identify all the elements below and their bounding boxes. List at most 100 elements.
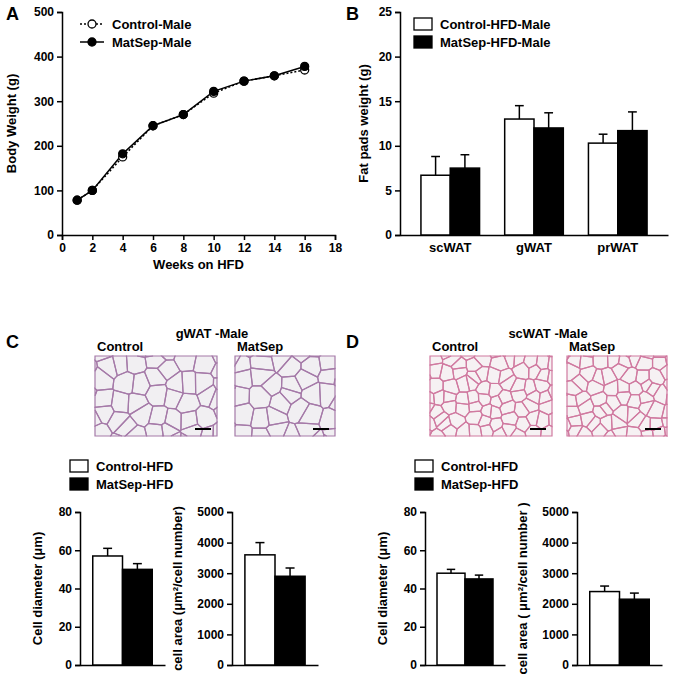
micrograph-cell: [95, 367, 114, 391]
error-stem: [259, 543, 261, 555]
micrograph-cell: [441, 424, 457, 436]
bar: [534, 128, 563, 235]
tick: 4000: [542, 536, 577, 550]
legend: Control-MaleMatSep-Male: [80, 17, 191, 50]
axis: 020406080: [59, 505, 81, 672]
micrograph-cell: [443, 379, 459, 395]
legend-label: Control-HFD: [96, 459, 173, 474]
bar: [590, 592, 620, 665]
tick: 16: [298, 235, 312, 255]
tick-label: 4000: [197, 536, 224, 550]
tick-label: 14: [268, 241, 282, 255]
tick-mark: [227, 634, 232, 636]
error-cap: [515, 105, 524, 107]
tick: 3000: [542, 567, 577, 581]
micrograph-cell: [606, 395, 621, 411]
bar: [93, 556, 123, 665]
tick-label: 60: [59, 544, 73, 558]
legend-item: MatSep-Male: [80, 35, 191, 50]
bar: [618, 131, 647, 235]
image-label: MatSep: [237, 339, 283, 354]
tick-label: 20: [59, 620, 73, 634]
micrograph-cell: [525, 425, 541, 436]
error-stem: [289, 568, 291, 576]
micrograph-background: [430, 356, 552, 436]
tick-mark: [75, 512, 80, 514]
panel-label: D: [346, 332, 359, 352]
micrograph-cell: [523, 356, 537, 368]
tick-mark: [227, 604, 232, 606]
micrograph-cell: [235, 425, 252, 436]
tick-label: 0: [59, 241, 66, 255]
series-line: [77, 70, 305, 200]
error-bar: [515, 106, 524, 119]
tick: 14: [268, 235, 282, 255]
y-axis-title: cell area ( μm²/cell number ): [515, 503, 530, 675]
legend-label: Control-HFD-Male: [440, 17, 551, 32]
micrograph-cell: [95, 406, 114, 425]
tick: 5: [385, 184, 400, 198]
micrograph-cell: [641, 429, 653, 436]
legend-swatch: [70, 478, 88, 490]
micrograph-cell: [266, 422, 289, 436]
error-bar: [461, 155, 470, 168]
bar: [450, 168, 479, 235]
point: [119, 150, 127, 158]
y-axis-title: Fat pads weight (g): [356, 64, 371, 182]
micrograph-cell: [617, 379, 629, 392]
legend: Control-HFDMatSep-HFD: [415, 459, 518, 492]
micrograph-background: [567, 356, 667, 436]
tick-label: 8: [180, 241, 187, 255]
micrograph-cell: [97, 356, 118, 379]
tick-label: 4000: [542, 536, 569, 550]
point: [179, 111, 187, 119]
tick-label: 12: [238, 241, 252, 255]
legend-item: MatSep-HFD: [415, 477, 518, 492]
error-bar: [544, 113, 553, 128]
micrograph-cell: [664, 435, 667, 436]
error-stem: [107, 548, 109, 556]
bar: [465, 579, 493, 665]
tick-label: 15: [379, 95, 393, 109]
error-cap: [600, 585, 609, 587]
tick: 0: [385, 228, 400, 242]
legend-swatch: [70, 460, 88, 472]
axis-line: [572, 513, 578, 666]
error-cap: [544, 112, 553, 114]
micrograph-cell: [500, 400, 516, 415]
micrograph-cell: [171, 431, 181, 436]
legend-label: MatSep-HFD: [96, 477, 173, 492]
legend-label: MatSep-HFD: [441, 477, 518, 492]
axis: 024681012141618: [59, 235, 342, 255]
tick: 100: [34, 184, 62, 198]
tick-label: 5: [385, 184, 392, 198]
error-cap: [461, 154, 470, 156]
tick-mark: [572, 542, 577, 544]
micrograph-cell: [214, 407, 217, 418]
micrograph-cell: [515, 417, 530, 433]
plot-area: [590, 586, 650, 665]
series-line: [77, 66, 305, 200]
tick-mark: [75, 588, 80, 590]
micrograph-cell: [157, 360, 180, 381]
micrograph-cell: [324, 435, 327, 436]
tick-label: 2: [89, 241, 96, 255]
legend-item: MatSep-HFD: [70, 477, 173, 492]
micrograph-cell: [249, 386, 271, 409]
micrograph-cell: [662, 404, 667, 417]
micrograph-cell: [180, 424, 202, 436]
error-cap: [475, 574, 483, 576]
micrograph-cell: [577, 426, 593, 436]
tick-mark: [395, 101, 400, 103]
point: [73, 196, 81, 204]
micrograph-cell: [319, 356, 335, 370]
point: [270, 72, 278, 80]
tick-label: 20: [379, 50, 393, 64]
tick: 300: [34, 95, 62, 109]
micrograph-cell: [295, 369, 319, 390]
tick-mark: [335, 235, 337, 240]
micrograph-cell: [181, 433, 187, 436]
micrograph-cell: [571, 374, 588, 391]
tick-label: 0: [410, 658, 417, 672]
micrograph-cell: [125, 425, 146, 436]
